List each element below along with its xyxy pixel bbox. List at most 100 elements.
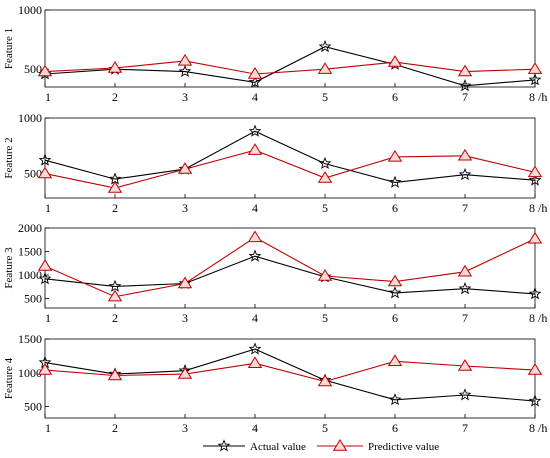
x-tick-label: 5 [322,201,328,215]
x-tick-label: 8 [529,421,535,435]
legend: Actual value Predictive value [203,439,439,453]
actual-point [388,393,402,406]
x-tick-label: 1 [45,90,51,104]
predictive-point [107,368,123,381]
actual-point [458,79,472,92]
y-axis-title: Feature 1 [3,28,15,69]
y-tick-label: 2000 [18,221,42,235]
predictive-point [177,162,193,174]
x-tick-label: 5 [322,311,328,325]
y-tick-label: 500 [24,62,42,76]
x-tick-label: 3 [182,90,188,104]
x-tick-label: 7 [462,421,468,435]
predictive-point [37,64,53,77]
predictive-point [37,166,53,179]
actual-point [528,287,542,300]
x-tick-label: 2 [112,201,118,215]
actual-point [458,167,472,181]
predictive-point [317,62,333,74]
plot-frame [44,338,536,419]
predictive-series-line [44,149,536,189]
actual-series-line [44,46,536,87]
predictive-point [457,359,473,371]
y-tick-label: 500 [24,167,42,181]
x-tick-label: 5 [322,90,328,104]
x-tick-label: 5 [322,421,328,435]
predictive-point [457,148,473,161]
x-tick-label: 1 [45,201,51,215]
predictive-point [527,165,543,178]
y-tick-label: 1000 [18,111,42,125]
predictive-point [107,181,123,193]
x-tick-label: 1 [45,311,51,325]
predictive-point [37,363,53,375]
predictive-point [247,230,263,243]
actual-point [248,342,262,355]
x-tick-label: 4 [252,201,258,215]
x-tick-label: 8 [529,90,535,104]
actual-point [458,388,472,401]
predictive-point [527,231,543,244]
predictive-point [177,53,193,66]
actual-point [528,394,542,407]
predictive-series-line [44,360,536,383]
predictive-point [317,374,333,387]
x-tick-label: 4 [252,421,258,435]
predictive-point [177,276,193,289]
legend-predictive-marker [332,439,348,451]
y-tick-label: 500 [24,400,42,414]
predictive-series-line [44,60,536,75]
actual-point [458,281,472,295]
actual-series-line [44,130,536,183]
x-tick-label: 2 [112,421,118,435]
x-tick-label: 3 [182,311,188,325]
x-tick-label: 7 [462,311,468,325]
x-unit-label: /h [538,90,547,104]
x-tick-label: 2 [112,90,118,104]
x-tick-label: 8 [529,201,535,215]
x-tick-label: 2 [112,311,118,325]
predictive-point [457,64,473,77]
actual-point [108,279,122,292]
x-tick-label: 1 [45,421,51,435]
predictive-series-line [44,236,536,298]
y-tick-label: 500 [24,292,42,306]
actual-point [318,156,332,169]
predictive-point [527,363,543,375]
x-tick-label: 4 [252,90,258,104]
x-tick-label: 6 [392,90,398,104]
predictive-point [37,259,53,271]
actual-point [388,175,402,188]
predictive-point [387,274,403,287]
legend-predictive-label: Predictive value [368,441,439,453]
legend-actual-marker [217,439,231,452]
predictive-point [177,367,193,379]
plot-frame [44,117,536,199]
y-axis-title: Feature 4 [3,357,15,399]
actual-point [388,286,402,299]
predictive-point [387,149,403,162]
actual-point [528,173,542,186]
x-unit-label: /h [538,311,547,325]
predictive-point [457,264,473,277]
x-unit-label: /h [538,201,547,215]
actual-series-line [44,348,536,402]
actual-point [248,75,262,88]
y-tick-label: 1500 [18,332,42,346]
y-tick-label: 1000 [18,268,42,282]
x-tick-label: 7 [462,201,468,215]
predictive-point [247,143,263,155]
x-tick-label: 3 [182,421,188,435]
x-tick-label: 8 [529,311,535,325]
x-tick-label: 3 [182,201,188,215]
y-tick-label: 1000 [18,366,42,380]
legend-actual-label: Actual value [250,441,306,453]
x-tick-label: 6 [392,421,398,435]
predictive-point [527,62,543,74]
x-tick-label: 7 [462,90,468,104]
x-tick-label: 6 [392,201,398,215]
